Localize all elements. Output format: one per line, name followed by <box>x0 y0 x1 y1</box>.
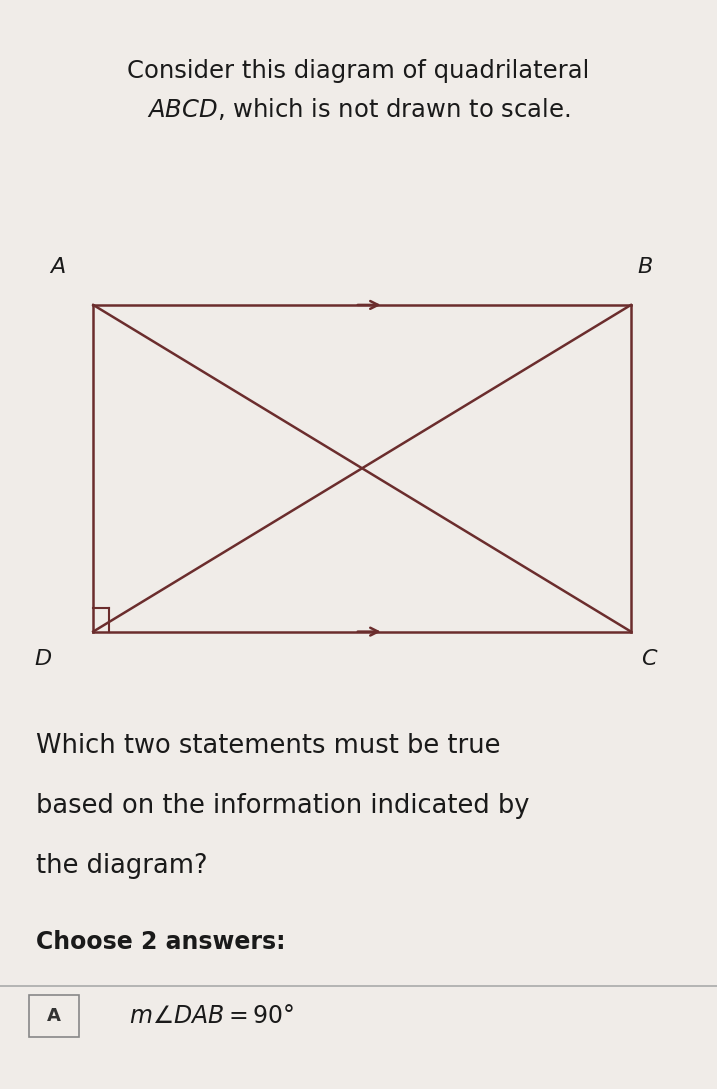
Text: based on the information indicated by: based on the information indicated by <box>36 793 529 819</box>
Text: Choose 2 answers:: Choose 2 answers: <box>36 930 285 954</box>
Text: $m\angle DAB = 90°$: $m\angle DAB = 90°$ <box>129 1004 295 1028</box>
Text: $\it{ABCD}$, which is not drawn to scale.: $\it{ABCD}$, which is not drawn to scale… <box>147 96 570 122</box>
FancyBboxPatch shape <box>29 995 79 1037</box>
Text: D: D <box>34 649 52 669</box>
Text: Consider this diagram of quadrilateral: Consider this diagram of quadrilateral <box>128 59 589 83</box>
Text: Which two statements must be true: Which two statements must be true <box>36 733 500 759</box>
Text: A: A <box>49 257 65 277</box>
Text: C: C <box>641 649 657 669</box>
Text: A: A <box>47 1007 61 1025</box>
Text: the diagram?: the diagram? <box>36 853 207 879</box>
Text: B: B <box>637 257 653 277</box>
